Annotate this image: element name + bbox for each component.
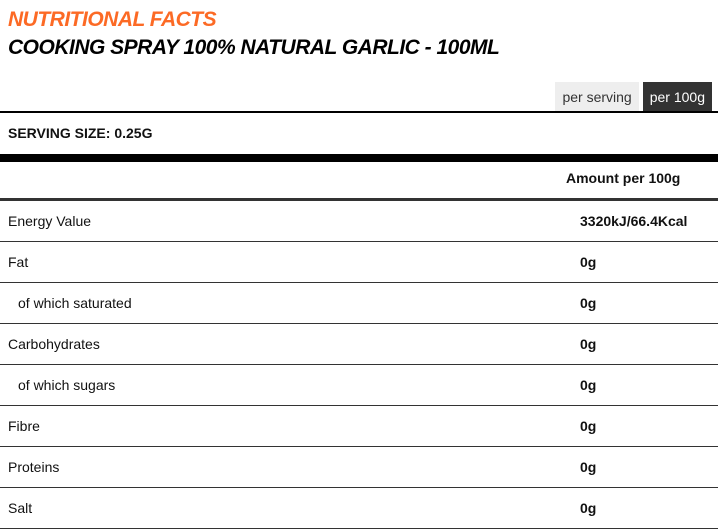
divider	[0, 111, 718, 113]
nutrient-name: of which sugars	[18, 377, 116, 393]
product-title: COOKING SPRAY 100% NATURAL GARLIC - 100M…	[8, 36, 500, 59]
nutrient-value: 0g	[580, 418, 597, 434]
tab-per-100g[interactable]: per 100g	[642, 82, 712, 112]
section-title: NUTRITIONAL FACTS	[8, 8, 217, 31]
table-row: Fibre 0g	[0, 406, 718, 447]
table-row: Fat 0g	[0, 242, 718, 283]
unit-tabs: per serving per 100g	[555, 82, 712, 112]
nutrient-value: 0g	[580, 377, 597, 393]
nutrient-name: of which saturated	[18, 295, 132, 311]
nutrient-name: Carbohydrates	[8, 336, 100, 352]
serving-size: SERVING SIZE: 0.25G	[8, 125, 153, 141]
nutrient-value: 3320kJ/66.4Kcal	[580, 213, 688, 229]
nutrient-name: Fibre	[8, 418, 40, 434]
thick-divider	[0, 154, 718, 162]
tab-per-serving[interactable]: per serving	[555, 82, 639, 112]
table-row: Salt 0g	[0, 488, 718, 529]
nutrient-name: Salt	[8, 500, 33, 516]
table-row: Energy Value 3320kJ/66.4Kcal	[0, 201, 718, 242]
header-divider	[0, 198, 718, 201]
nutrient-value: 0g	[580, 500, 597, 516]
nutrient-name: Proteins	[8, 459, 60, 475]
table-row: of which sugars 0g	[0, 365, 718, 406]
table-row: of which saturated 0g	[0, 283, 718, 324]
nutrient-name: Fat	[8, 254, 29, 270]
nutrient-value: 0g	[580, 254, 597, 270]
nutrient-value: 0g	[580, 295, 597, 311]
nutrient-value: 0g	[580, 459, 597, 475]
table-row: Carbohydrates 0g	[0, 324, 718, 365]
nutrient-value: 0g	[580, 336, 597, 352]
table-row: Proteins 0g	[0, 447, 718, 488]
nutrition-table: Energy Value 3320kJ/66.4Kcal Fat 0g of whi…	[0, 201, 718, 529]
nutrient-name: Energy Value	[8, 213, 92, 229]
column-header: Amount per 100g	[566, 170, 681, 186]
